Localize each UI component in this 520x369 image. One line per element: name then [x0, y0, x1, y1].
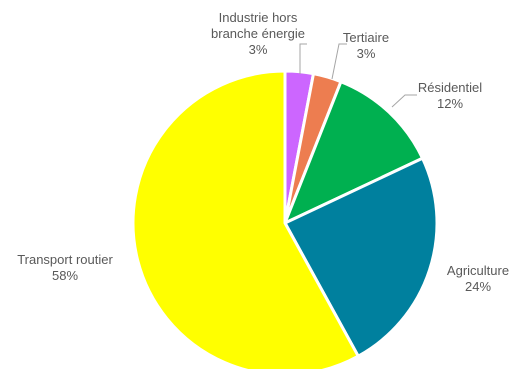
leader-line-industrie-hors-branche-energie: [299, 43, 307, 74]
pie-slices: [131, 69, 439, 369]
data-label-residentiel: Résidentiel 12%: [418, 80, 482, 111]
data-label-industrie-hors-branche-energie: Industrie hors branche énergie 3%: [211, 10, 305, 57]
data-label-line: 3%: [249, 42, 268, 57]
pie-slice-agriculture: [283, 156, 439, 358]
data-label-line: 12%: [437, 96, 463, 111]
data-label-tertiaire: Tertiaire 3%: [343, 30, 389, 61]
data-label-agriculture: Agriculture 24%: [447, 263, 509, 294]
leader-lines: [299, 43, 417, 108]
data-label-line: Résidentiel: [418, 80, 482, 95]
pie-slice-residentiel: [283, 80, 425, 225]
data-label-line: 24%: [465, 279, 491, 294]
leader-line-residentiel: [391, 94, 417, 108]
data-label-line: Tertiaire: [343, 30, 389, 45]
data-label-line: branche énergie: [211, 26, 305, 41]
data-label-line: 3%: [357, 46, 376, 61]
leader-line-tertiaire: [331, 43, 347, 80]
data-label-line: 58%: [52, 268, 78, 283]
data-label-line: Transport routier: [17, 252, 113, 267]
data-label-line: Industrie hors: [219, 10, 298, 25]
data-label-line: Agriculture: [447, 263, 509, 278]
data-label-transport-routier: Transport routier 58%: [17, 252, 113, 283]
pie-slice-transport-routier: [131, 69, 360, 369]
data-labels: Industrie hors branche énergie 3%Tertiaire…: [17, 10, 509, 294]
